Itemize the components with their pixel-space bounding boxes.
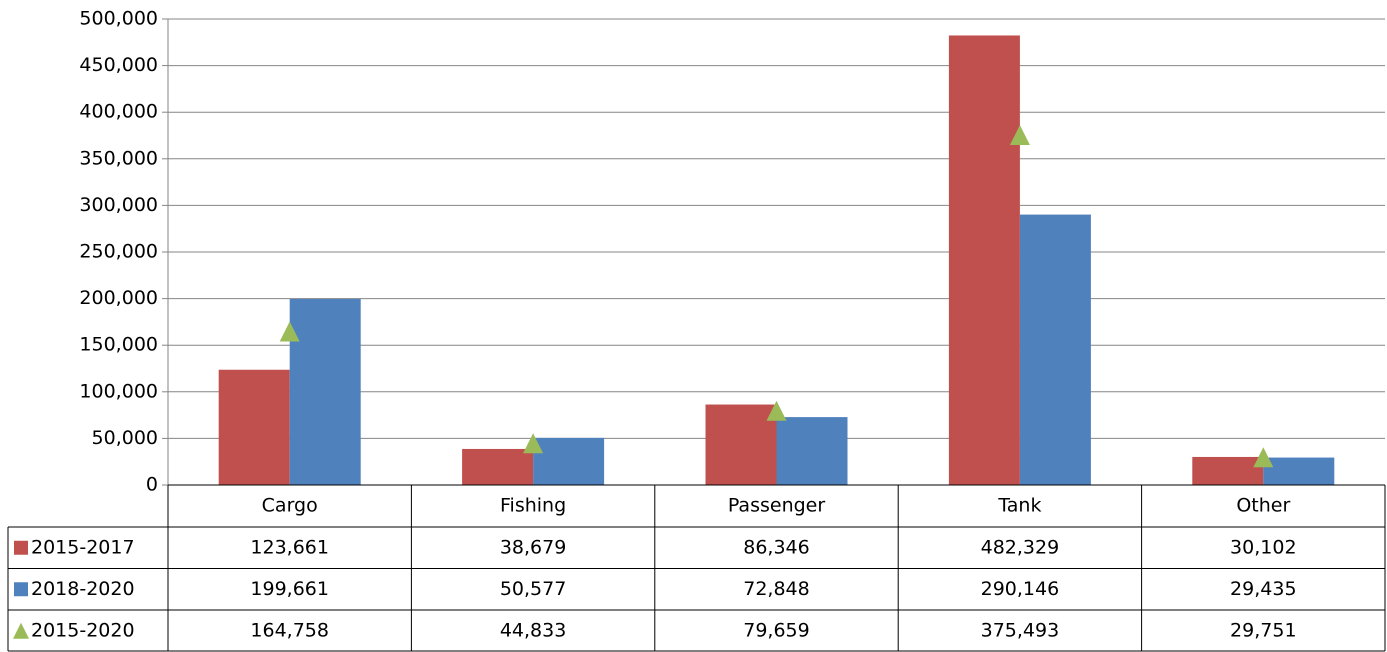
table-value: 30,102 bbox=[1230, 536, 1296, 558]
y-tick-label: 300,000 bbox=[79, 194, 158, 216]
legend-label: 2015-2017 bbox=[31, 536, 135, 558]
y-tick-label: 150,000 bbox=[79, 334, 158, 356]
legend-marker bbox=[13, 622, 29, 639]
y-tick-label: 400,000 bbox=[79, 101, 158, 123]
y-tick-label: 200,000 bbox=[79, 287, 158, 309]
table-value: 29,751 bbox=[1230, 619, 1296, 641]
table-value: 375,493 bbox=[981, 619, 1060, 641]
bar bbox=[462, 448, 534, 485]
bar bbox=[705, 404, 777, 485]
bar bbox=[289, 298, 361, 485]
bar bbox=[218, 369, 290, 485]
legend-label: 2015-2020 bbox=[31, 619, 135, 641]
y-tick-label: 350,000 bbox=[79, 147, 158, 169]
y-tick-label: 500,000 bbox=[79, 8, 158, 30]
y-tick-label: 450,000 bbox=[79, 54, 158, 76]
bar bbox=[1019, 214, 1091, 485]
y-tick-label: 0 bbox=[146, 474, 158, 496]
x-tick-label: Fishing bbox=[500, 495, 566, 517]
marker bbox=[279, 321, 300, 342]
table-value: 290,146 bbox=[981, 578, 1060, 600]
marker bbox=[1253, 447, 1274, 468]
table-value: 79,659 bbox=[743, 619, 809, 641]
x-tick-label: Cargo bbox=[262, 495, 318, 517]
bar bbox=[776, 417, 848, 485]
table-value: 50,577 bbox=[500, 578, 566, 600]
bar bbox=[1192, 456, 1264, 485]
legend-marker bbox=[14, 582, 28, 597]
marker bbox=[523, 433, 544, 454]
x-tick-label: Other bbox=[1236, 495, 1290, 517]
marker bbox=[766, 400, 787, 421]
bar bbox=[533, 437, 605, 485]
x-tick-label: Passenger bbox=[728, 495, 826, 517]
y-tick-label: 50,000 bbox=[92, 427, 158, 449]
x-tick-label: Tank bbox=[997, 495, 1041, 517]
legend-label: 2018-2020 bbox=[31, 578, 135, 600]
y-tick-label: 100,000 bbox=[79, 380, 158, 402]
table-value: 86,346 bbox=[743, 536, 809, 558]
table-value: 72,848 bbox=[743, 578, 809, 600]
bar bbox=[948, 35, 1020, 486]
table-value: 44,833 bbox=[500, 619, 566, 641]
marker bbox=[1009, 125, 1030, 146]
bar bbox=[1263, 457, 1335, 485]
table-value: 38,679 bbox=[500, 536, 566, 558]
table-value: 123,661 bbox=[250, 536, 329, 558]
table-value: 29,435 bbox=[1230, 578, 1296, 600]
table-value: 164,758 bbox=[250, 619, 329, 641]
legend-marker bbox=[14, 540, 28, 555]
table-value: 482,329 bbox=[981, 536, 1060, 558]
y-tick-label: 250,000 bbox=[79, 241, 158, 263]
table-value: 199,661 bbox=[250, 578, 329, 600]
